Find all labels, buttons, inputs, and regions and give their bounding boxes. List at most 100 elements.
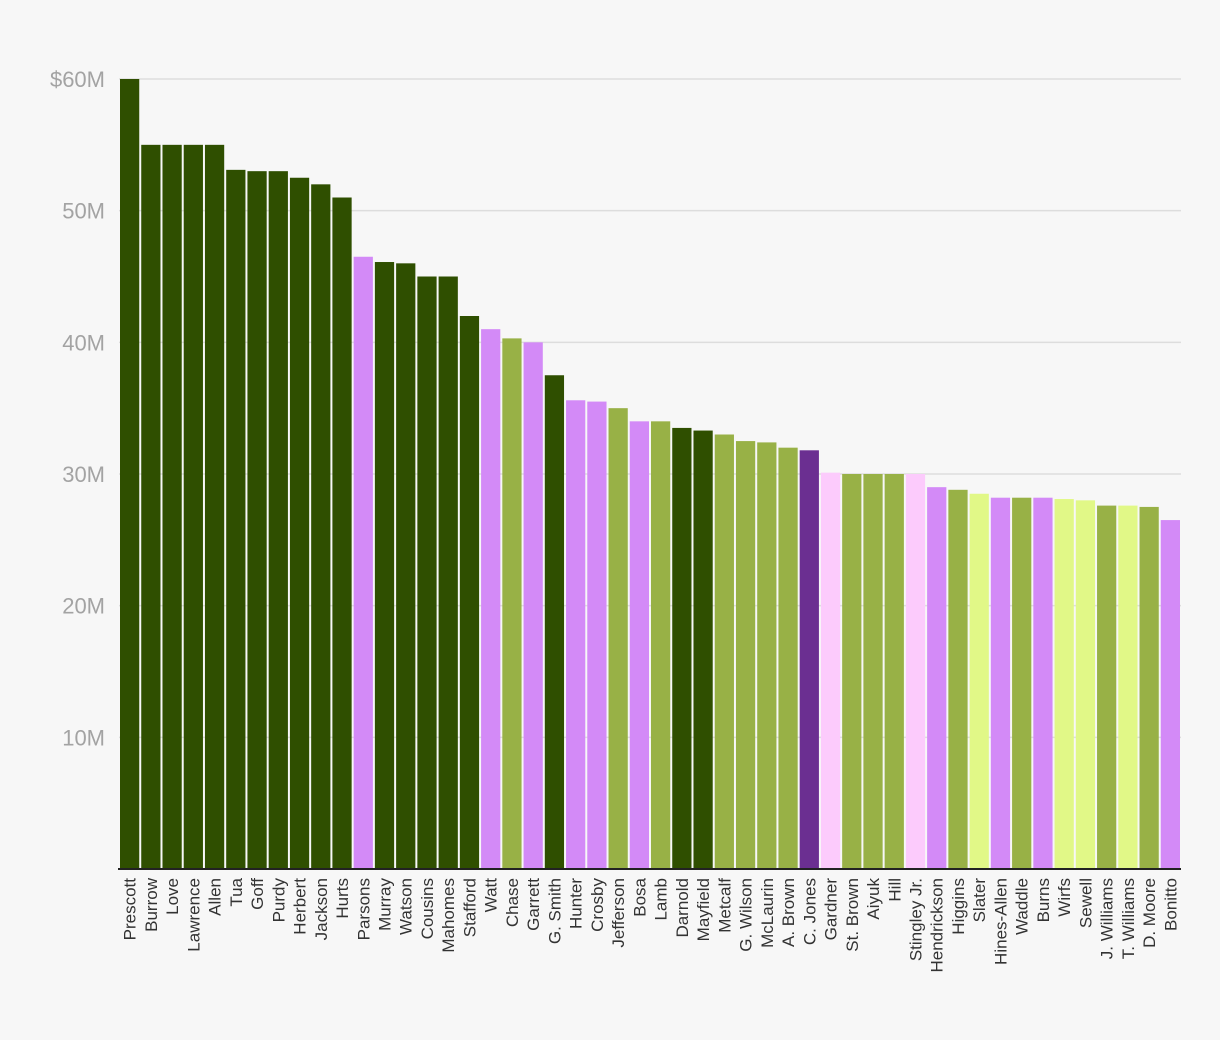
x-category-label: Lawrence xyxy=(184,878,203,952)
bar-hendrickson xyxy=(927,487,947,869)
x-category-label: Hurts xyxy=(333,878,352,919)
bar-aiyuk xyxy=(863,474,883,869)
bar-burrow xyxy=(141,144,161,869)
bar-g-wilson xyxy=(735,441,756,869)
x-category-label: Herbert xyxy=(291,878,310,935)
x-category-label: Jackson xyxy=(312,878,331,940)
y-tick-label: 30M xyxy=(62,462,105,487)
bar-wirfs xyxy=(1054,499,1074,869)
bar-darnold xyxy=(672,427,692,869)
x-category-label: Jefferson xyxy=(609,878,628,948)
bar-parsons xyxy=(353,256,373,869)
bar-stafford xyxy=(459,316,480,869)
bar-hunter xyxy=(566,400,586,869)
bar-a-brown xyxy=(778,447,798,869)
x-category-label: Stafford xyxy=(460,878,479,937)
bar-bosa xyxy=(629,421,649,869)
y-axis-tick-labels: 10M 20M 30M 40M 50M $60M xyxy=(50,67,105,750)
bar-metcalf xyxy=(714,434,734,869)
x-category-label: Goff xyxy=(248,878,267,910)
x-category-label: Chase xyxy=(503,878,522,927)
bar-murray xyxy=(374,262,395,869)
bar-mayfield xyxy=(693,430,713,869)
bar-garrett xyxy=(523,342,543,870)
bar-lamb xyxy=(651,421,671,869)
x-axis-category-labels: Prescott Burrow Love Lawrence Allen Tua Goff Pu… xyxy=(121,877,1181,972)
x-category-label: Sewell xyxy=(1076,878,1095,928)
bar-gardner xyxy=(820,472,841,869)
x-category-label: Higgins xyxy=(949,878,968,935)
x-category-label: Hunter xyxy=(567,878,586,929)
bar-hurts xyxy=(332,197,352,869)
x-category-label: Parsons xyxy=(354,878,373,940)
bar-d-moore xyxy=(1139,506,1159,869)
bar-hines-allen xyxy=(990,497,1011,869)
bar-goff xyxy=(247,171,267,870)
bar-j-williams xyxy=(1097,505,1117,869)
x-category-label: A. Brown xyxy=(779,878,798,947)
x-category-label: Prescott xyxy=(121,878,140,941)
bar-hill xyxy=(884,474,904,869)
x-category-label: Love xyxy=(163,878,182,915)
x-category-label: Bonitto xyxy=(1161,878,1180,931)
x-category-label: Garrett xyxy=(524,878,543,931)
x-category-label: Mayfield xyxy=(694,878,713,941)
x-category-label: Lamb xyxy=(652,878,671,921)
bar-herbert xyxy=(289,177,310,869)
x-category-label: St. Brown xyxy=(843,878,862,952)
bar-higgins xyxy=(948,489,968,869)
bar-allen xyxy=(204,144,225,869)
bar-sewell xyxy=(1075,500,1096,869)
x-category-label: G. Wilson xyxy=(737,878,756,952)
bar-cousins xyxy=(417,276,437,869)
bar-mahomes xyxy=(438,276,458,869)
x-category-label: Stingley Jr. xyxy=(907,878,926,961)
x-category-label: Purdy xyxy=(269,878,288,923)
x-category-label: Burrow xyxy=(142,877,161,932)
x-category-label: T. Williams xyxy=(1119,878,1138,959)
y-tick-label: 10M xyxy=(62,725,105,750)
x-category-label: Watt xyxy=(482,878,501,913)
bar-slater xyxy=(969,493,989,869)
bar-love xyxy=(162,144,182,869)
x-category-label: Hines-Allen xyxy=(991,878,1010,965)
x-category-label: McLaurin xyxy=(758,878,777,948)
bar-purdy xyxy=(268,171,288,870)
x-category-label: G. Smith xyxy=(545,878,564,944)
x-category-label: Slater xyxy=(970,878,989,923)
x-category-label: D. Moore xyxy=(1140,878,1159,948)
x-category-label: J. Williams xyxy=(1098,878,1117,959)
x-category-label: Waddle xyxy=(1013,878,1032,935)
x-category-label: Allen xyxy=(206,878,225,916)
x-category-label: Hendrickson xyxy=(928,878,947,973)
x-category-label: Cousins xyxy=(418,878,437,939)
y-tick-label: 40M xyxy=(62,330,105,355)
x-category-label: Bosa xyxy=(630,877,649,916)
x-category-label: Burns xyxy=(1034,878,1053,922)
bar-chase xyxy=(502,338,522,869)
bar-waddle xyxy=(1012,497,1032,869)
bar-mclaurin xyxy=(757,442,777,869)
bar-st-brown xyxy=(842,474,862,869)
y-tick-label: 20M xyxy=(62,594,105,619)
bar-c-jones xyxy=(799,450,819,869)
y-tick-label: $60M xyxy=(50,67,105,92)
bar-bonitto xyxy=(1160,520,1180,869)
bar-jackson xyxy=(311,184,331,869)
bar-t-williams xyxy=(1118,505,1138,869)
bar-watt xyxy=(481,329,501,869)
bar-tua xyxy=(226,169,246,870)
x-category-label: Wirfs xyxy=(1055,878,1074,917)
y-tick-label: 50M xyxy=(62,199,105,224)
x-category-label: Hill xyxy=(885,878,904,902)
x-category-label: Crosby xyxy=(588,878,607,932)
bar-crosby xyxy=(587,401,607,869)
bar-g-smith xyxy=(544,375,565,869)
x-category-label: Darnold xyxy=(673,878,692,938)
bar-prescott xyxy=(120,79,140,869)
x-category-label: Tua xyxy=(227,877,246,906)
bar-jefferson xyxy=(608,408,628,869)
bar-lawrence xyxy=(183,144,203,869)
x-category-label: Metcalf xyxy=(715,878,734,933)
